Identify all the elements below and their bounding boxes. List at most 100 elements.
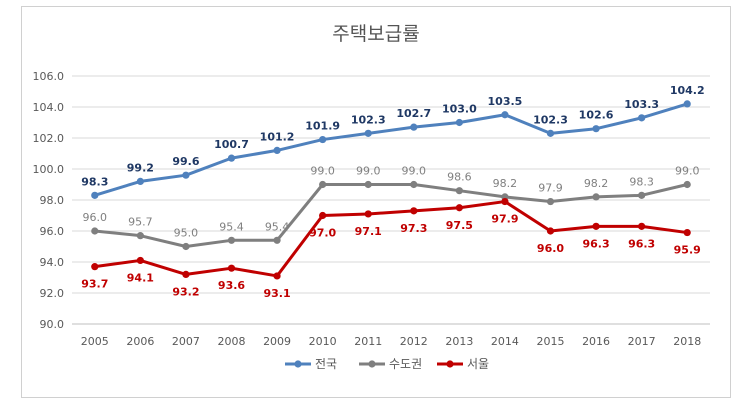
data-label: 98.3 bbox=[81, 175, 108, 188]
data-point bbox=[364, 210, 372, 218]
y-tick-label: 92.0 bbox=[40, 287, 65, 300]
data-point bbox=[227, 154, 236, 162]
data-label: 94.1 bbox=[127, 271, 154, 284]
data-label: 99.6 bbox=[172, 155, 199, 168]
x-tick-label: 2013 bbox=[445, 335, 473, 348]
data-label: 96.3 bbox=[583, 237, 610, 250]
series-1: 98.3 99.2 99.6 100.7 101.2 101.9 102.3 102.7 103… bbox=[81, 84, 705, 199]
data-point bbox=[273, 272, 281, 280]
legend-swatch-marker bbox=[368, 360, 376, 368]
series-line bbox=[93, 183, 689, 248]
data-point bbox=[364, 129, 372, 137]
data-point bbox=[592, 222, 600, 230]
x-tick-label: 2005 bbox=[81, 335, 109, 348]
legend-swatch-marker bbox=[294, 360, 302, 368]
data-label: 101.2 bbox=[260, 130, 295, 143]
data-point bbox=[501, 111, 509, 119]
data-point bbox=[136, 177, 144, 185]
chart-frame: 주택보급률 bbox=[21, 6, 731, 398]
x-tick-label: 2012 bbox=[400, 335, 428, 348]
series-3: 93.7 94.1 93.2 93.6 93.1 97.0 97.1 97.3 97.5 97.9… bbox=[81, 197, 701, 300]
data-point bbox=[319, 180, 327, 189]
legend-swatch-marker bbox=[446, 360, 454, 368]
legend-item: 서울 bbox=[437, 357, 489, 371]
data-point bbox=[683, 228, 691, 237]
data-point bbox=[592, 125, 600, 133]
legend: 전국 수도권 서울 bbox=[285, 357, 489, 371]
data-label: 103.0 bbox=[442, 103, 477, 116]
data-point bbox=[683, 180, 691, 189]
data-label: 99.0 bbox=[402, 165, 427, 178]
data-point bbox=[455, 118, 463, 127]
data-label: 101.9 bbox=[305, 120, 340, 133]
data-point bbox=[410, 180, 418, 189]
x-tick-label: 2014 bbox=[491, 335, 519, 348]
data-label: 104.2 bbox=[670, 84, 705, 97]
y-tick-label: 98.0 bbox=[40, 194, 65, 207]
y-tick-label: 90.0 bbox=[40, 318, 65, 331]
data-label: 97.1 bbox=[355, 225, 382, 238]
data-point bbox=[410, 123, 418, 131]
data-point bbox=[182, 242, 190, 251]
data-label: 97.9 bbox=[491, 213, 518, 226]
y-axis: 90.0 92.0 94.0 96.0 98.0 100.0 102.0 104.0 106.0 bbox=[33, 70, 65, 331]
x-tick-label: 2010 bbox=[309, 335, 337, 348]
data-point bbox=[182, 171, 190, 179]
data-label: 95.7 bbox=[128, 216, 153, 229]
x-tick-label: 2006 bbox=[126, 335, 154, 348]
data-point bbox=[182, 270, 190, 278]
series-line bbox=[93, 102, 689, 197]
x-tick-label: 2009 bbox=[263, 335, 291, 348]
y-tick-label: 100.0 bbox=[33, 163, 65, 176]
data-point bbox=[638, 191, 646, 199]
chart-title: 주택보급률 bbox=[332, 23, 420, 45]
data-label: 99.0 bbox=[356, 165, 381, 178]
data-label: 93.2 bbox=[172, 285, 199, 298]
data-point bbox=[638, 114, 646, 122]
data-point bbox=[546, 197, 555, 206]
data-label: 95.4 bbox=[219, 220, 244, 233]
data-label: 93.7 bbox=[81, 278, 108, 291]
data-point bbox=[592, 193, 600, 201]
legend-label: 서울 bbox=[467, 357, 489, 371]
data-label: 100.7 bbox=[214, 138, 249, 151]
x-tick-label: 2018 bbox=[673, 335, 701, 348]
data-label: 95.4 bbox=[265, 220, 290, 233]
data-label: 97.0 bbox=[309, 227, 336, 240]
series-line bbox=[93, 200, 689, 278]
data-label: 96.0 bbox=[83, 211, 108, 224]
data-label: 97.3 bbox=[400, 222, 427, 235]
data-label: 98.6 bbox=[447, 171, 472, 184]
data-point bbox=[546, 227, 555, 235]
data-label: 99.0 bbox=[675, 165, 700, 178]
y-tick-label: 96.0 bbox=[40, 225, 65, 238]
data-point bbox=[501, 197, 509, 206]
legend-label: 전국 bbox=[315, 357, 337, 371]
y-tick-label: 94.0 bbox=[40, 256, 65, 269]
x-tick-label: 2016 bbox=[582, 335, 610, 348]
x-tick-label: 2015 bbox=[537, 335, 565, 348]
x-tick-label: 2017 bbox=[628, 335, 656, 348]
data-label: 99.2 bbox=[127, 161, 154, 174]
data-label: 98.2 bbox=[493, 177, 518, 190]
y-tick-label: 104.0 bbox=[33, 101, 65, 114]
data-point bbox=[91, 227, 99, 235]
data-label: 95.0 bbox=[174, 227, 199, 240]
data-point bbox=[227, 236, 236, 244]
data-label: 102.3 bbox=[533, 113, 568, 126]
data-point bbox=[683, 100, 691, 108]
data-point bbox=[91, 263, 99, 271]
data-label: 103.5 bbox=[488, 95, 523, 108]
data-label: 98.2 bbox=[584, 177, 609, 190]
data-point bbox=[91, 191, 99, 199]
data-point bbox=[136, 232, 144, 240]
grid-lines bbox=[72, 75, 710, 325]
x-tick-label: 2008 bbox=[218, 335, 246, 348]
data-label: 97.9 bbox=[538, 182, 563, 195]
x-tick-label: 2007 bbox=[172, 335, 200, 348]
x-axis: 2005 2006 2007 2008 2009 2010 2011 2012 2013 2014… bbox=[81, 335, 701, 348]
data-label: 93.6 bbox=[218, 279, 245, 292]
data-point bbox=[273, 236, 281, 244]
data-point bbox=[227, 264, 236, 272]
